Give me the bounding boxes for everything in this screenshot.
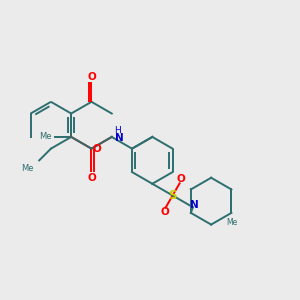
Text: Me: Me — [21, 164, 34, 173]
Text: O: O — [87, 173, 96, 183]
Text: N: N — [190, 200, 199, 210]
Text: Me: Me — [39, 132, 51, 141]
Text: Me: Me — [226, 218, 237, 227]
Text: H: H — [114, 126, 121, 135]
Text: N: N — [115, 133, 123, 143]
Text: O: O — [87, 71, 96, 82]
Text: O: O — [160, 207, 169, 217]
Text: S: S — [168, 189, 177, 202]
Text: O: O — [176, 174, 185, 184]
Text: O: O — [92, 144, 101, 154]
